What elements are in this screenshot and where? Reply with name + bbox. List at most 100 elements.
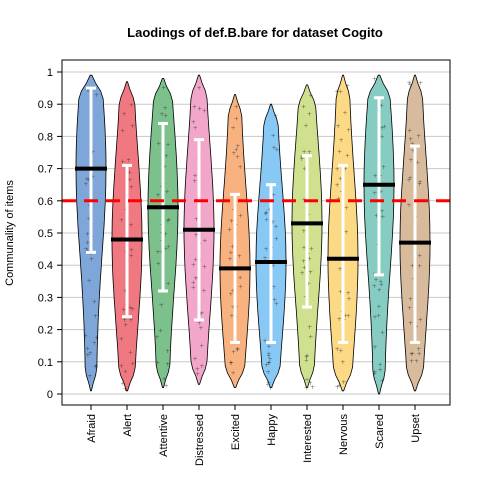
data-point: +: [339, 137, 344, 144]
data-point: +: [197, 105, 202, 112]
data-point: +: [408, 296, 413, 303]
data-point: +: [235, 346, 240, 353]
data-point: +: [85, 352, 90, 359]
data-point: +: [123, 322, 128, 329]
data-point: +: [234, 146, 239, 153]
x-tick-label: Afraid: [86, 414, 98, 443]
data-point: +: [270, 263, 275, 270]
x-tick-label: Distressed: [194, 414, 206, 466]
data-point: +: [237, 253, 242, 260]
data-point: +: [409, 358, 414, 365]
data-point: +: [194, 216, 199, 223]
data-point: +: [304, 376, 309, 383]
data-point: +: [335, 346, 340, 353]
data-point: +: [264, 362, 269, 369]
data-point: +: [121, 307, 126, 314]
data-point: +: [378, 278, 383, 285]
data-point: +: [345, 153, 350, 160]
data-point: +: [88, 350, 93, 357]
violins: + + + + + + + + + + + + + + + + + + + + + + + + + + + + + + + + + + + + + + + +…: [75, 74, 431, 395]
data-point: +: [86, 216, 91, 223]
data-point: +: [379, 208, 384, 215]
data-point: +: [128, 350, 133, 357]
data-point: +: [158, 328, 163, 335]
data-point: +: [378, 367, 383, 374]
data-point: +: [266, 351, 271, 358]
data-point: +: [408, 320, 413, 327]
data-point: +: [272, 297, 277, 304]
data-point: +: [346, 295, 351, 302]
y-tick-label: 0.2: [38, 325, 53, 337]
data-point: +: [304, 357, 309, 364]
data-point: +: [193, 125, 198, 132]
data-point: +: [155, 249, 160, 256]
data-point: +: [301, 244, 306, 251]
data-point: +: [85, 231, 90, 238]
data-point: +: [418, 80, 423, 87]
data-point: +: [346, 127, 351, 134]
data-point: +: [122, 317, 127, 324]
data-point: +: [380, 378, 385, 385]
data-point: +: [262, 255, 267, 262]
data-point: +: [90, 173, 95, 180]
data-point: +: [271, 192, 276, 199]
data-point: +: [267, 206, 272, 213]
data-point: +: [230, 287, 235, 294]
data-point: +: [372, 190, 377, 197]
data-point: +: [381, 164, 386, 171]
data-point: +: [306, 281, 311, 288]
data-point: +: [372, 283, 377, 290]
data-point: +: [120, 381, 125, 388]
data-point: +: [266, 353, 271, 360]
data-point: +: [228, 291, 233, 298]
data-point: +: [193, 232, 198, 239]
data-point: +: [166, 243, 171, 250]
data-point: +: [302, 265, 307, 272]
data-point: +: [337, 148, 342, 155]
data-point: +: [191, 261, 196, 268]
data-point: +: [162, 163, 167, 170]
x-axis: Afraid Alert Attentive Distressed Excited Hap…: [86, 405, 422, 466]
data-point: +: [191, 280, 196, 287]
data-point: +: [119, 336, 124, 343]
x-tick-label: Excited: [230, 414, 242, 450]
data-point: +: [308, 334, 313, 341]
data-point: +: [238, 164, 243, 171]
data-point: +: [84, 176, 89, 183]
data-point: +: [338, 89, 343, 96]
data-point: +: [130, 361, 135, 368]
y-tick-label: 0.7: [38, 164, 53, 176]
data-point: +: [407, 128, 412, 135]
data-point: +: [415, 159, 420, 166]
data-point: +: [334, 89, 339, 96]
data-point: +: [231, 150, 236, 157]
data-point: +: [231, 349, 236, 356]
data-point: +: [130, 306, 135, 313]
data-point: +: [346, 290, 351, 297]
data-point: +: [201, 287, 206, 294]
data-point: +: [193, 257, 198, 264]
data-point: +: [408, 157, 413, 164]
data-point: +: [155, 359, 160, 366]
data-point: +: [264, 246, 269, 253]
data-point: +: [163, 112, 168, 119]
data-point: +: [156, 260, 161, 267]
data-point: +: [274, 147, 279, 154]
data-point: +: [374, 213, 379, 220]
x-tick-label: Interested: [302, 414, 314, 463]
data-point: +: [191, 119, 196, 126]
data-point: +: [199, 310, 204, 317]
data-point: +: [164, 382, 169, 389]
data-point: +: [92, 340, 97, 347]
data-point: +: [300, 270, 305, 277]
data-point: +: [372, 369, 377, 376]
data-point: +: [163, 246, 168, 253]
data-point: +: [408, 136, 413, 143]
data-point: +: [83, 333, 88, 340]
data-point: +: [336, 123, 341, 130]
data-point: +: [417, 351, 422, 358]
data-point: +: [234, 115, 239, 122]
data-point: +: [227, 256, 232, 263]
data-point: +: [129, 247, 134, 254]
